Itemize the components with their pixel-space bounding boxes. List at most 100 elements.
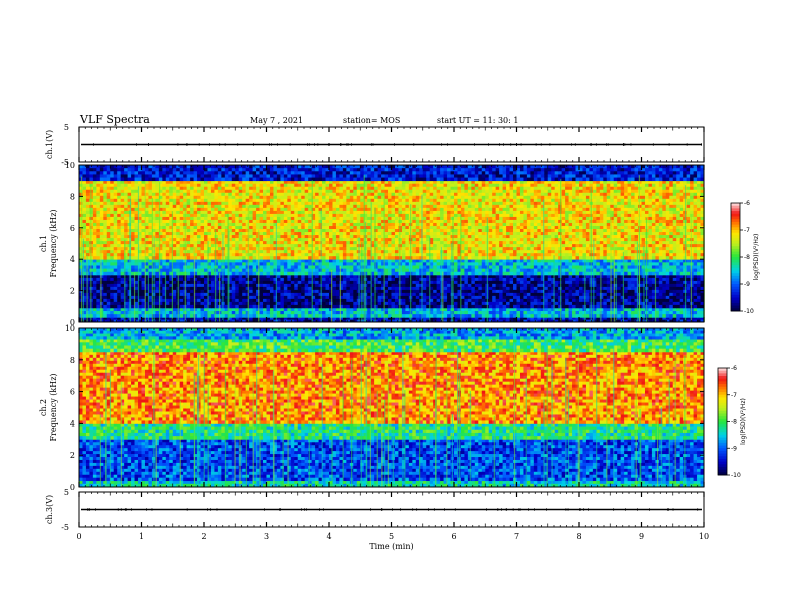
spectrogram-cell [335, 298, 340, 303]
spectrogram-cell [610, 259, 615, 263]
spectrogram-cell [165, 295, 170, 300]
spectrogram-cell [471, 268, 476, 273]
spectrogram-cell [117, 229, 122, 233]
spectrogram-cell [391, 317, 396, 321]
spectrogram-cell [322, 311, 326, 315]
spectrogram-cell [700, 268, 705, 273]
spectrogram-cell [190, 238, 194, 242]
spectrogram-cell [290, 262, 295, 266]
spectrogram-cell [85, 274, 90, 279]
spectrogram-cell [325, 304, 330, 309]
spectrogram-cell [103, 198, 108, 203]
spectrogram-cell [537, 317, 542, 321]
spectrogram-cell [457, 283, 462, 288]
spectrogram-cell [495, 314, 500, 318]
spectrogram-cell [172, 247, 177, 251]
spectrogram-cell [96, 268, 101, 273]
spectrogram-cell [165, 192, 170, 197]
spectrogram-cell [120, 317, 125, 321]
spectrogram-cell [572, 314, 576, 318]
spectrogram-cell [579, 265, 583, 270]
spectrogram-cell [697, 314, 701, 318]
spectrogram-cell [117, 301, 122, 306]
spectrogram-cell [158, 238, 163, 242]
spectrogram-cell [388, 311, 392, 315]
spectrogram-cell [96, 180, 101, 185]
spectrogram-cell [186, 229, 191, 233]
spectrogram-cell [381, 304, 385, 309]
spectrogram-cell [585, 283, 590, 288]
spectrogram-cell [592, 289, 597, 294]
spectrogram-cell [165, 280, 170, 285]
spectrogram-cell [651, 262, 656, 266]
spectrogram-cell [169, 210, 174, 215]
spectrogram-cell [280, 298, 285, 303]
spectrogram-cell [495, 283, 500, 288]
spectrogram-cell [603, 286, 608, 291]
spectrogram-cell [537, 301, 542, 306]
spectrogram-cell [447, 283, 451, 288]
spectrogram-cell [405, 304, 410, 309]
spectrogram-cell [106, 298, 111, 303]
spectrogram-cell [96, 216, 101, 221]
spectrogram-cell [388, 319, 392, 323]
spectrogram-cell [117, 213, 122, 218]
spectrogram-cell [134, 295, 139, 300]
spectrogram-cell [610, 314, 615, 318]
spectrogram-cell [561, 280, 566, 285]
spectrogram-cell [606, 286, 611, 291]
spectrogram-cell [384, 286, 389, 291]
spectrogram-cell [606, 274, 611, 279]
spectrogram-cell [148, 262, 153, 266]
spectrogram-cell [436, 301, 441, 306]
spectrogram-cell [610, 307, 615, 312]
spectrogram-cell [384, 301, 389, 306]
spectrogram-cell [99, 232, 104, 236]
spectrogram-cell [388, 280, 392, 285]
spectrogram-cell [415, 271, 420, 276]
spectrogram-cell [214, 289, 219, 294]
spectrogram-cell [624, 295, 629, 300]
spectrogram-cell [488, 295, 493, 300]
spectrogram-cell [131, 265, 135, 270]
spectrogram-cell [148, 189, 153, 194]
spectrogram-cell [190, 295, 194, 300]
spectrogram-cell [554, 289, 559, 294]
spectrogram-cell [106, 319, 111, 323]
spectrogram-cell [648, 259, 653, 263]
spectrogram-cell [672, 317, 677, 321]
spectrogram-cell [273, 298, 278, 303]
spectrogram-cell [662, 304, 667, 309]
spectrogram-cell [467, 265, 472, 270]
spectrogram-cell [551, 319, 556, 323]
spectrogram-cell [391, 304, 396, 309]
spectrogram-cell [176, 189, 181, 194]
spectrogram-cell [169, 259, 174, 263]
spectrogram-cell [554, 274, 559, 279]
spectrogram-cell [346, 301, 351, 306]
spectrogram-cell [200, 192, 205, 197]
spectrogram-cell [162, 222, 167, 227]
spectrogram-cell [526, 317, 531, 321]
spectrogram-cell [565, 314, 569, 318]
spectrogram-cell [388, 304, 392, 309]
spectrogram-cell [575, 301, 580, 306]
spectrogram-cell [429, 295, 434, 300]
spectrogram-cell [488, 292, 493, 297]
spectrogram-cell [464, 295, 469, 300]
spectrogram-cell [193, 192, 198, 197]
spectrogram-cell [85, 262, 90, 266]
spectrogram-cell [603, 292, 608, 297]
spectrogram-cell [405, 319, 410, 323]
spectrogram-cell [370, 292, 375, 297]
spectrogram-cell [329, 262, 333, 266]
spectrogram-cell [249, 295, 254, 300]
spectrogram-cell [269, 298, 274, 303]
spectrogram-cell [99, 210, 104, 215]
spectrogram-cell [329, 271, 333, 276]
spectrogram-cell [662, 289, 667, 294]
spectrogram-cell [231, 317, 236, 321]
spectrogram-cell [540, 277, 545, 282]
spectrogram-cell [297, 283, 302, 288]
spectrogram-cell [377, 298, 382, 303]
